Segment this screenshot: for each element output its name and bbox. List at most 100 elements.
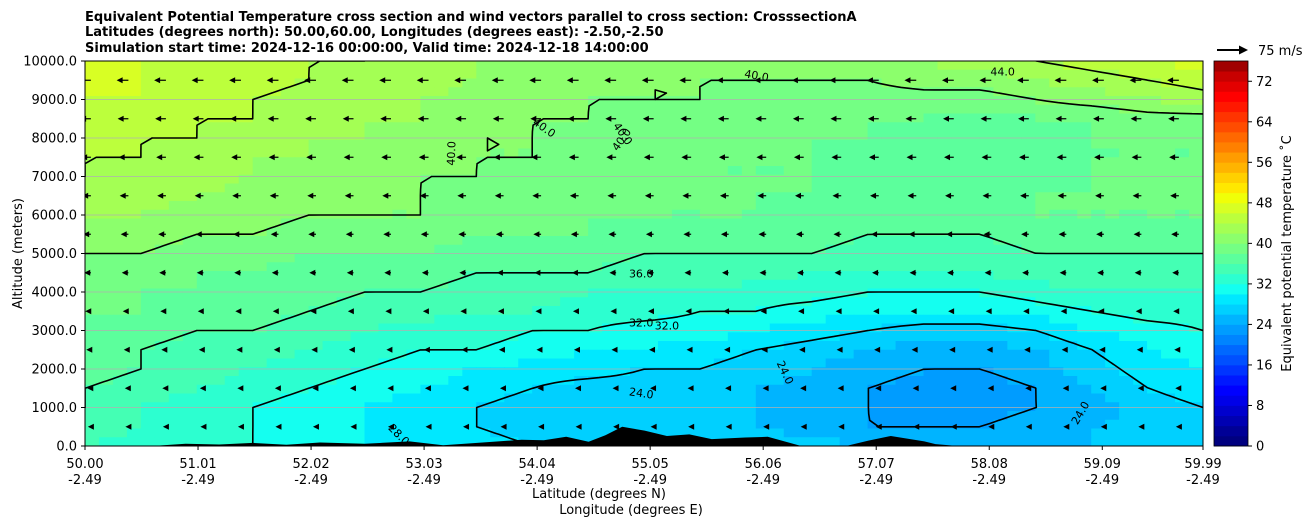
heatmap-cell xyxy=(1175,367,1190,377)
heatmap-cell xyxy=(378,253,394,263)
heatmap-cell xyxy=(210,209,226,220)
heatmap-cell xyxy=(783,358,799,368)
heatmap-cell xyxy=(476,288,491,298)
wind-vector-head xyxy=(906,154,913,161)
heatmap-cell xyxy=(951,428,967,438)
heatmap-cell xyxy=(630,306,645,316)
heatmap-cell xyxy=(616,323,631,333)
heatmap-cell xyxy=(476,227,491,237)
heatmap-cell xyxy=(602,139,617,150)
wind-vector-head xyxy=(532,192,539,199)
heatmap-cell xyxy=(238,411,254,421)
heatmap-cell xyxy=(602,253,617,263)
colorbar-swatch xyxy=(1214,385,1248,396)
wind-vector xyxy=(307,192,316,199)
heatmap-cell xyxy=(85,157,100,167)
heatmap-cell xyxy=(406,174,421,185)
heatmap-cell xyxy=(308,437,324,446)
heatmap-cell xyxy=(308,367,324,377)
heatmap-cell xyxy=(280,393,296,403)
heatmap-cell xyxy=(1105,437,1120,446)
heatmap-cell xyxy=(322,157,338,167)
heatmap-cell xyxy=(588,262,603,272)
heatmap-cell xyxy=(406,122,421,132)
heatmap-cell xyxy=(308,192,324,202)
heatmap-cell xyxy=(140,367,156,377)
heatmap-cell xyxy=(364,428,380,438)
heatmap-cell xyxy=(951,384,967,395)
heatmap-cell xyxy=(1021,323,1036,333)
heatmap-cell xyxy=(210,236,226,246)
heatmap-cell xyxy=(630,402,645,412)
heatmap-cell xyxy=(448,437,463,446)
heatmap-cell xyxy=(252,349,268,360)
heatmap-cell xyxy=(560,358,575,368)
wind-vector xyxy=(1021,231,1029,238)
heatmap-cell xyxy=(518,376,533,386)
heatmap-cell xyxy=(1147,297,1162,307)
heatmap-cell xyxy=(1091,419,1106,430)
heatmap-cell xyxy=(196,428,212,438)
heatmap-cell xyxy=(783,166,799,176)
heatmap-cell xyxy=(434,113,449,123)
heatmap-cell xyxy=(154,349,170,360)
heatmap-cell xyxy=(196,201,212,211)
wind-vector-head xyxy=(835,308,842,315)
heatmap-cell xyxy=(881,104,897,115)
heatmap-cell xyxy=(588,349,603,360)
wind-vector-head xyxy=(684,269,691,276)
heatmap-cell xyxy=(1063,227,1078,237)
wind-vector xyxy=(943,115,954,122)
wind-vector xyxy=(610,308,617,315)
heatmap-cell xyxy=(476,201,491,211)
heatmap-cell xyxy=(811,157,827,167)
wind-vector xyxy=(344,192,354,199)
heatmap-cell xyxy=(560,201,575,211)
wind-vector xyxy=(272,308,279,315)
wind-vector-head xyxy=(911,346,918,353)
wind-vector xyxy=(1024,346,1031,353)
heatmap-cell xyxy=(364,271,380,281)
heatmap-cell xyxy=(224,104,240,115)
heatmap-cell xyxy=(797,262,813,272)
wind-vector-head xyxy=(538,423,545,430)
heatmap-cell xyxy=(630,332,645,342)
heatmap-cell xyxy=(909,166,925,176)
wind-vector-head xyxy=(197,308,204,315)
heatmap-cell xyxy=(783,393,799,403)
heatmap-cell xyxy=(504,78,519,88)
heatmap-cell xyxy=(126,61,142,71)
heatmap-cell xyxy=(1091,402,1106,412)
heatmap-cell xyxy=(448,104,463,115)
heatmap-cell xyxy=(727,262,743,272)
heatmap-cell xyxy=(588,174,603,185)
heatmap-cell xyxy=(1063,306,1078,316)
heatmap-cell xyxy=(671,166,687,176)
wind-vector xyxy=(536,346,543,353)
heatmap-cell xyxy=(616,104,631,115)
heatmap-cell xyxy=(909,402,925,412)
heatmap-cell xyxy=(1147,271,1162,281)
heatmap-cell xyxy=(336,201,352,211)
heatmap-cell xyxy=(979,209,994,220)
heatmap-cell xyxy=(923,87,939,97)
heatmap-cell xyxy=(1049,87,1064,97)
heatmap-cell xyxy=(811,113,827,123)
wind-vector-head xyxy=(796,231,803,238)
heatmap-cell xyxy=(406,96,421,106)
heatmap-cell xyxy=(895,78,911,88)
heatmap-cell xyxy=(1007,87,1022,97)
heatmap-cell xyxy=(1105,402,1120,412)
heatmap-cell xyxy=(154,69,170,80)
heatmap-cell xyxy=(518,227,533,237)
heatmap-cell xyxy=(867,279,883,290)
heatmap-cell xyxy=(713,244,729,255)
heatmap-cell xyxy=(741,314,757,325)
contour-lines xyxy=(85,61,1203,446)
heatmap-cell xyxy=(196,139,212,150)
heatmap-cell xyxy=(154,157,170,167)
heatmap-cell xyxy=(1175,393,1190,403)
heatmap-cell xyxy=(462,314,477,325)
heatmap-cell xyxy=(364,367,380,377)
heatmap-cell xyxy=(965,349,980,360)
